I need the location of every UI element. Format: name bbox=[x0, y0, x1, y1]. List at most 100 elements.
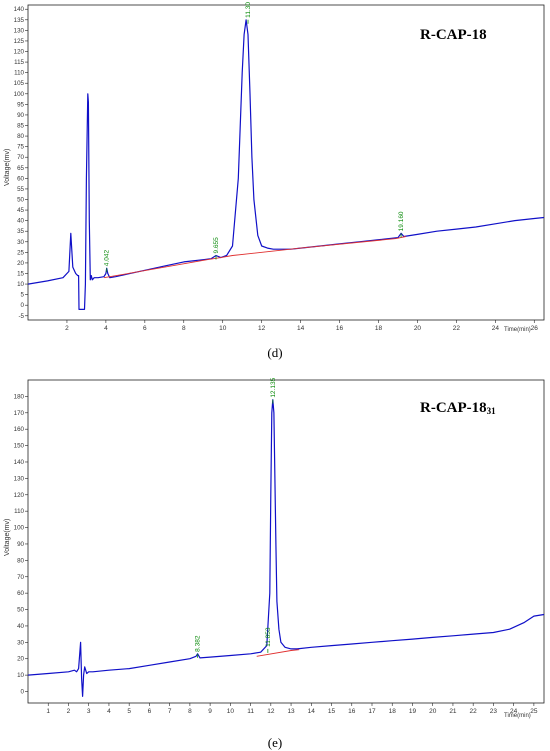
y-tick-label-e: 180 bbox=[14, 393, 25, 400]
x-tick-label-e: 25 bbox=[530, 708, 538, 715]
y-tick-label-d: -5 bbox=[18, 313, 24, 320]
y-tick-label-d: 15 bbox=[17, 270, 24, 277]
x-tick-label-e: 16 bbox=[348, 708, 356, 715]
y-tick-label-d: 95 bbox=[17, 101, 24, 108]
x-tick-label-e: 3 bbox=[87, 708, 91, 715]
x-axis-title-e: Time(min) bbox=[504, 713, 531, 719]
x-tick-label-e: 15 bbox=[328, 708, 336, 715]
y-tick-label-d: 10 bbox=[17, 281, 24, 288]
y-tick-label-d: 135 bbox=[14, 17, 25, 24]
x-tick-label-e: 2 bbox=[67, 708, 71, 715]
x-tick-label-e: 4 bbox=[107, 708, 111, 715]
y-tick-label-d: 5 bbox=[21, 292, 25, 299]
y-tick-label-d: 110 bbox=[14, 70, 24, 77]
peak-label-d: 11.30 bbox=[245, 2, 252, 18]
y-tick-label-e: 10 bbox=[17, 672, 24, 679]
baseline-trace-e bbox=[256, 649, 300, 657]
x-tick-label-e: 23 bbox=[490, 708, 498, 715]
y-tick-label-d: 120 bbox=[14, 49, 25, 56]
x-tick-label-d: 26 bbox=[531, 325, 539, 332]
y-tick-label-e: 100 bbox=[14, 525, 25, 532]
peak-label-d: 4.042 bbox=[104, 250, 111, 267]
y-tick-label-e: 50 bbox=[17, 607, 24, 614]
x-tick-label-e: 6 bbox=[148, 708, 152, 715]
y-tick-label-d: 55 bbox=[17, 186, 24, 193]
x-tick-label-e: 24 bbox=[510, 708, 518, 715]
y-tick-label-d: 80 bbox=[17, 133, 24, 140]
sample-label-e: R-CAP-1831 bbox=[420, 400, 496, 416]
peak-label-d: 9.655 bbox=[213, 237, 220, 254]
chart-d-svg: -5 0 5 10 15 20 25 30 35 40 45 50 55 60 65 70 75 80 85 90 95… bbox=[14, 2, 545, 332]
y-tick-label-d: 20 bbox=[17, 260, 24, 267]
y-tick-label-e: 60 bbox=[17, 590, 24, 597]
y-tick-label-e: 20 bbox=[17, 656, 24, 663]
x-tick-label-e: 17 bbox=[368, 708, 376, 715]
x-tick-label-e: 21 bbox=[449, 708, 457, 715]
y-tick-label-d: 75 bbox=[17, 144, 24, 151]
y-tick-label-d: 125 bbox=[14, 38, 25, 45]
y-tick-label-e: 40 bbox=[17, 623, 24, 630]
plot-frame-e bbox=[27, 379, 545, 704]
peak-label-e: 11.853 bbox=[265, 627, 272, 647]
x-tick-label-d: 24 bbox=[492, 325, 500, 332]
chart-e-svg: 0102030405060708090100110120130140150160… bbox=[14, 377, 545, 715]
y-tick-label-d: 30 bbox=[17, 239, 24, 246]
x-tick-label-e: 22 bbox=[470, 708, 478, 715]
x-tick-label-d: 4 bbox=[104, 325, 108, 332]
x-tick-label-d: 16 bbox=[336, 325, 344, 332]
y-tick-label-d: 90 bbox=[17, 112, 24, 119]
peak-label-e: 12.135 bbox=[270, 377, 277, 397]
y-axis-title-d: Voltage(mv) bbox=[4, 148, 11, 186]
y-tick-label-e: 80 bbox=[17, 557, 24, 564]
baseline-trace-d bbox=[103, 236, 406, 279]
y-tick-label-e: 160 bbox=[14, 426, 25, 433]
peak-label-e: 8.382 bbox=[195, 635, 202, 652]
y-tick-label-e: 70 bbox=[17, 574, 24, 581]
x-tick-label-d: 14 bbox=[297, 325, 305, 332]
y-tick-label-d: 140 bbox=[14, 6, 25, 13]
y-tick-label-d: 25 bbox=[17, 249, 24, 256]
x-tick-label-e: 11 bbox=[247, 708, 254, 715]
y-tick-label-d: 115 bbox=[14, 59, 24, 66]
panel-caption-d: (d) bbox=[267, 345, 283, 360]
x-tick-label-e: 10 bbox=[227, 708, 235, 715]
chromatogram-e: 0 10 20 30 40 50 60 70 80 90 100 110 120 130 140 150 160… bbox=[0, 376, 550, 750]
y-tick-label-d: 105 bbox=[14, 80, 25, 87]
x-tick-label-d: 6 bbox=[143, 325, 147, 332]
y-tick-label-e: 170 bbox=[14, 410, 25, 417]
chromatogram-d: -5 0 5 10 15 20 25 30 35 40 45 50 55 60 65 70 75 80 85 90 95… bbox=[0, 0, 550, 360]
x-tick-label-d: 2 bbox=[65, 325, 69, 332]
x-tick-label-d: 8 bbox=[182, 325, 186, 332]
y-tick-label-d: 40 bbox=[17, 218, 24, 225]
y-tick-label-d: 70 bbox=[17, 154, 24, 161]
signal-trace-e bbox=[27, 399, 545, 697]
panel-caption-e: (e) bbox=[267, 735, 283, 750]
y-tick-label-d: 45 bbox=[17, 207, 24, 214]
y-tick-label-e: 110 bbox=[14, 508, 24, 515]
x-tick-label-e: 5 bbox=[127, 708, 131, 715]
signal-trace-d bbox=[27, 19, 545, 310]
y-tick-label-d: 35 bbox=[17, 228, 24, 235]
y-tick-label-e: 150 bbox=[14, 443, 25, 450]
plot-frame-d bbox=[27, 4, 545, 321]
x-tick-label-d: 20 bbox=[414, 325, 422, 332]
y-tick-label-d: 0 bbox=[21, 302, 25, 309]
y-tick-label-e: 130 bbox=[14, 475, 25, 482]
x-tick-label-e: 13 bbox=[287, 708, 295, 715]
peak-label-d: 19.160 bbox=[398, 211, 405, 231]
x-axis-title-d: Time(min) bbox=[504, 327, 531, 333]
y-tick-label-d: 85 bbox=[17, 123, 24, 130]
y-tick-label-d: 60 bbox=[17, 175, 24, 182]
x-tick-label-d: 12 bbox=[258, 325, 266, 332]
x-tick-label-e: 1 bbox=[46, 708, 50, 715]
x-tick-label-e: 19 bbox=[409, 708, 417, 715]
x-tick-label-d: 22 bbox=[453, 325, 461, 332]
y-tick-label-e: 0 bbox=[21, 689, 25, 696]
x-tick-label-e: 12 bbox=[267, 708, 275, 715]
y-tick-label-e: 120 bbox=[14, 492, 25, 499]
x-tick-label-e: 9 bbox=[208, 708, 212, 715]
y-axis-title-e: Voltage(mv) bbox=[4, 518, 11, 556]
y-tick-label-d: 130 bbox=[14, 27, 25, 34]
x-tick-label-e: 7 bbox=[168, 708, 172, 715]
x-tick-label-e: 8 bbox=[188, 708, 192, 715]
